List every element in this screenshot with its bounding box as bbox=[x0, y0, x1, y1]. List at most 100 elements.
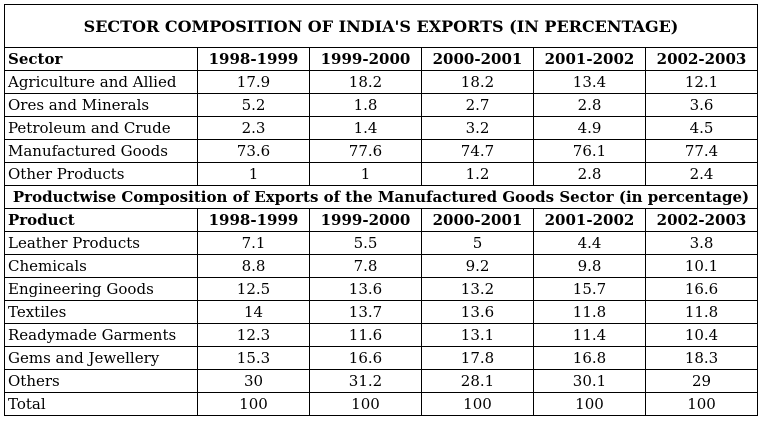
value-cell: 2.8 bbox=[533, 93, 646, 117]
product-name-cell: Gems and Jewellery bbox=[4, 346, 198, 370]
subtitle-row: Productwise Composition of Exports of th… bbox=[3, 185, 759, 209]
value-cell: 18.2 bbox=[421, 70, 534, 94]
value-cell: 4.4 bbox=[533, 231, 646, 255]
year-header: 1998-1999 bbox=[197, 47, 310, 71]
value-cell: 12.5 bbox=[197, 277, 310, 301]
value-cell: 11.8 bbox=[533, 300, 646, 324]
value-cell: 3.2 bbox=[421, 116, 534, 140]
value-cell: 18.3 bbox=[644, 346, 759, 370]
value-cell: 1.4 bbox=[309, 116, 422, 140]
product-row: Textiles 14 13.7 13.6 11.8 11.8 bbox=[4, 300, 759, 324]
table-body: SECTOR COMPOSITION OF INDIA'S EXPORTS (I… bbox=[3, 4, 759, 416]
product-name-cell: Leather Products bbox=[4, 231, 198, 255]
year-header: 2001-2002 bbox=[533, 208, 646, 232]
value-cell: 77.6 bbox=[309, 139, 422, 163]
value-cell: 17.9 bbox=[197, 70, 310, 94]
value-cell: 73.6 bbox=[197, 139, 310, 163]
product-name-cell: Textiles bbox=[4, 300, 198, 324]
value-cell: 2.8 bbox=[533, 162, 646, 186]
exports-table: SECTOR COMPOSITION OF INDIA'S EXPORTS (I… bbox=[3, 4, 759, 416]
value-cell: 2.7 bbox=[421, 93, 534, 117]
sector-row: Agriculture and Allied 17.9 18.2 18.2 13.4 12… bbox=[4, 70, 759, 94]
value-cell: 1.8 bbox=[309, 93, 422, 117]
value-cell: 1.2 bbox=[421, 162, 534, 186]
product-row: Others 30 31.2 28.1 30.1 29 bbox=[4, 369, 759, 393]
value-cell: 13.6 bbox=[309, 277, 422, 301]
value-cell: 16.6 bbox=[644, 277, 759, 301]
value-cell: 11.6 bbox=[309, 323, 422, 347]
table-subtitle: Productwise Composition of Exports of th… bbox=[3, 185, 759, 209]
value-cell: 100 bbox=[644, 392, 759, 416]
value-cell: 4.5 bbox=[644, 116, 759, 140]
product-name-cell: Chemicals bbox=[4, 254, 198, 278]
value-cell: 8.8 bbox=[197, 254, 310, 278]
value-cell: 30 bbox=[197, 369, 310, 393]
table-title: SECTOR COMPOSITION OF INDIA'S EXPORTS (I… bbox=[3, 4, 759, 48]
value-cell: 13.4 bbox=[533, 70, 646, 94]
value-cell: 13.1 bbox=[421, 323, 534, 347]
year-header: 1999-2000 bbox=[309, 208, 422, 232]
product-name-cell: Others bbox=[4, 369, 198, 393]
sector-header-row: Sector 1998-1999 1999-2000 2000-2001 2001-20… bbox=[4, 47, 759, 71]
year-header: 2001-2002 bbox=[533, 47, 646, 71]
value-cell: 9.8 bbox=[533, 254, 646, 278]
value-cell: 7.8 bbox=[309, 254, 422, 278]
value-cell: 15.7 bbox=[533, 277, 646, 301]
value-cell: 74.7 bbox=[421, 139, 534, 163]
sector-row: Manufactured Goods 73.6 77.6 74.7 76.1 77.4 bbox=[4, 139, 759, 163]
product-row: Total 100 100 100 100 100 bbox=[4, 392, 759, 416]
year-header: 2000-2001 bbox=[421, 47, 534, 71]
value-cell: 4.9 bbox=[533, 116, 646, 140]
sector-name-cell: Ores and Minerals bbox=[4, 93, 198, 117]
product-header-row: Product 1998-1999 1999-2000 2000-2001 2001-2… bbox=[4, 208, 759, 232]
product-row: Engineering Goods 12.5 13.6 13.2 15.7 16.6 bbox=[4, 277, 759, 301]
value-cell: 30.1 bbox=[533, 369, 646, 393]
value-cell: 1 bbox=[309, 162, 422, 186]
sector-name-cell: Manufactured Goods bbox=[4, 139, 198, 163]
value-cell: 3.6 bbox=[644, 93, 759, 117]
value-cell: 12.1 bbox=[644, 70, 759, 94]
value-cell: 10.4 bbox=[644, 323, 759, 347]
value-cell: 100 bbox=[197, 392, 310, 416]
sector-name-cell: Agriculture and Allied bbox=[4, 70, 198, 94]
value-cell: 9.2 bbox=[421, 254, 534, 278]
value-cell: 100 bbox=[421, 392, 534, 416]
value-cell: 11.4 bbox=[533, 323, 646, 347]
value-cell: 18.2 bbox=[309, 70, 422, 94]
value-cell: 76.1 bbox=[533, 139, 646, 163]
value-cell: 13.7 bbox=[309, 300, 422, 324]
product-row: Chemicals 8.8 7.8 9.2 9.8 10.1 bbox=[4, 254, 759, 278]
value-cell: 28.1 bbox=[421, 369, 534, 393]
value-cell: 1 bbox=[197, 162, 310, 186]
product-row: Gems and Jewellery 15.3 16.6 17.8 16.8 18.3 bbox=[4, 346, 759, 370]
value-cell: 5.5 bbox=[309, 231, 422, 255]
value-cell: 2.4 bbox=[644, 162, 759, 186]
value-cell: 77.4 bbox=[644, 139, 759, 163]
sector-row: Petroleum and Crude 2.3 1.4 3.2 4.9 4.5 bbox=[4, 116, 759, 140]
value-cell: 13.6 bbox=[421, 300, 534, 324]
value-cell: 5.2 bbox=[197, 93, 310, 117]
value-cell: 12.3 bbox=[197, 323, 310, 347]
sector-label-header: Sector bbox=[4, 47, 198, 71]
title-row: SECTOR COMPOSITION OF INDIA'S EXPORTS (I… bbox=[3, 4, 759, 48]
value-cell: 11.8 bbox=[644, 300, 759, 324]
value-cell: 15.3 bbox=[197, 346, 310, 370]
value-cell: 3.8 bbox=[644, 231, 759, 255]
year-header: 1998-1999 bbox=[197, 208, 310, 232]
value-cell: 16.6 bbox=[309, 346, 422, 370]
value-cell: 17.8 bbox=[421, 346, 534, 370]
value-cell: 7.1 bbox=[197, 231, 310, 255]
value-cell: 13.2 bbox=[421, 277, 534, 301]
sector-row: Ores and Minerals 5.2 1.8 2.7 2.8 3.6 bbox=[4, 93, 759, 117]
value-cell: 31.2 bbox=[309, 369, 422, 393]
value-cell: 29 bbox=[644, 369, 759, 393]
product-row: Leather Products 7.1 5.5 5 4.4 3.8 bbox=[4, 231, 759, 255]
sector-row: Other Products 1 1 1.2 2.8 2.4 bbox=[4, 162, 759, 186]
sector-name-cell: Other Products bbox=[4, 162, 198, 186]
value-cell: 14 bbox=[197, 300, 310, 324]
product-name-cell: Total bbox=[4, 392, 198, 416]
value-cell: 5 bbox=[421, 231, 534, 255]
year-header: 2000-2001 bbox=[421, 208, 534, 232]
sector-name-cell: Petroleum and Crude bbox=[4, 116, 198, 140]
product-label-header: Product bbox=[4, 208, 198, 232]
